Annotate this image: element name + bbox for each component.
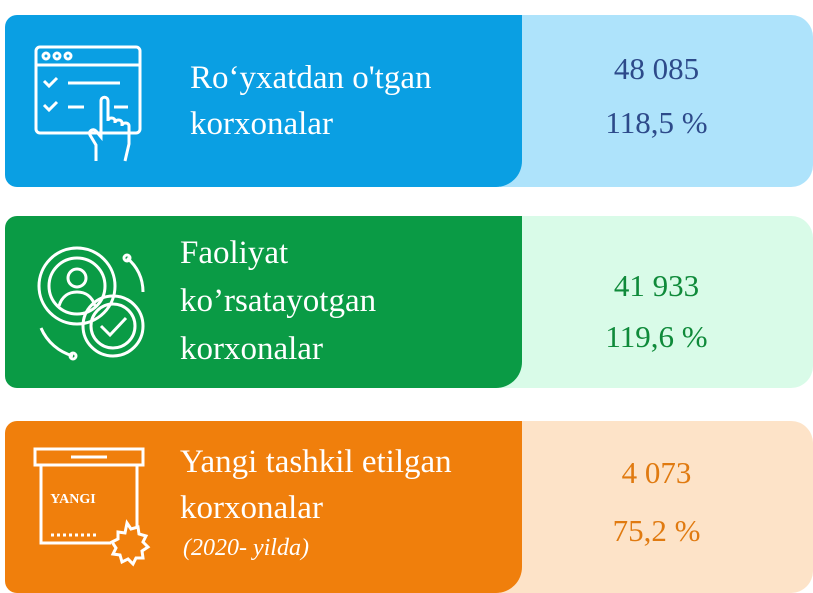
card-percent: 75,2 % <box>612 513 701 548</box>
card: Faoliyat ko’rsatayotgan korxonalar 41 93… <box>0 216 813 388</box>
card-label: korxonalar <box>180 490 323 526</box>
verified-user-icon <box>37 246 145 361</box>
card: YANGI Yangi tashkil etilgan korxonalar (… <box>0 421 813 593</box>
card-label-panel: YANGI Yangi tashkil etilgan korxonalar (… <box>5 421 522 593</box>
box-icon-label: YANGI <box>50 492 95 507</box>
card-label-panel: Ro‘yxatdan o'tgan korxonalar <box>5 15 522 187</box>
card: Ro‘yxatdan o'tgan korxonalar 48 085 118,… <box>0 15 813 187</box>
card-value: 41 933 <box>613 268 700 303</box>
card-value: 48 085 <box>613 51 700 86</box>
checklist-icon <box>34 45 142 162</box>
card-label: Ro‘yxatdan o'tgan <box>190 60 432 96</box>
card-label: korxonalar <box>190 106 333 142</box>
card-label: ko’rsatayotgan <box>180 283 377 319</box>
card-label-panel: Faoliyat ko’rsatayotgan korxonalar <box>5 216 522 388</box>
card-value-panel <box>500 421 813 593</box>
card-percent: 119,6 % <box>605 319 708 354</box>
card-value: 4 073 <box>621 455 692 490</box>
box-icon: YANGI <box>33 447 151 567</box>
card-label: Faoliyat <box>180 235 289 271</box>
card-percent: 118,5 % <box>605 105 708 140</box>
card-value-panel <box>500 15 813 187</box>
card-value-panel <box>500 216 813 388</box>
card-label: Yangi tashkil etilgan <box>180 444 452 480</box>
card-note: (2020- yilda) <box>183 535 309 561</box>
card-label: korxonalar <box>180 331 323 367</box>
